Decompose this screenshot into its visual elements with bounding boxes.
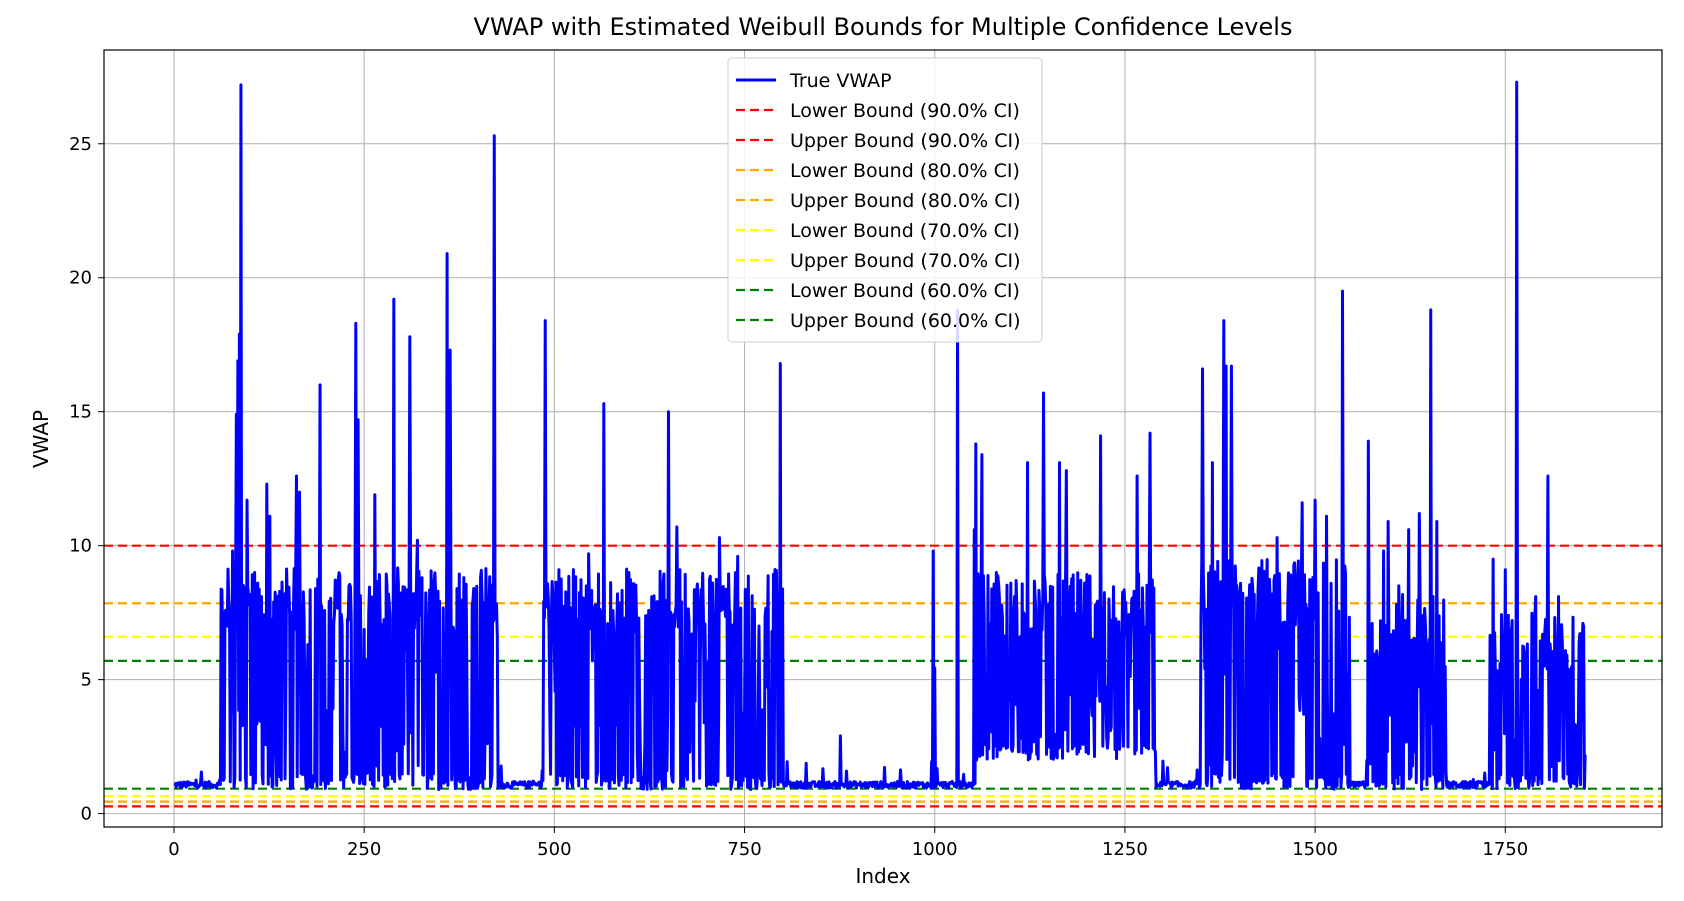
legend-label-bound: Upper Bound (70.0% CI) <box>790 250 1021 272</box>
vwap-series-line <box>173 80 1587 791</box>
legend-label-bound: Lower Bound (60.0% CI) <box>790 280 1020 302</box>
x-tick-label: 1750 <box>1482 839 1528 860</box>
x-tick-label: 1000 <box>912 839 958 860</box>
series-layer <box>173 80 1587 791</box>
legend-label-bound: Upper Bound (60.0% CI) <box>790 310 1021 332</box>
legend: True VWAP Lower Bound (90.0% CI) Upper Bou… <box>727 57 1043 343</box>
x-tick-label: 1250 <box>1102 839 1148 860</box>
y-tick-label: 0 <box>81 804 92 825</box>
x-tick-label: 500 <box>537 839 571 860</box>
y-axis-label: VWAP <box>29 410 53 468</box>
y-tick-label: 5 <box>81 670 92 691</box>
legend-box <box>727 57 1043 343</box>
legend-label-bound: Upper Bound (80.0% CI) <box>790 190 1021 212</box>
legend-label-bound: Lower Bound (90.0% CI) <box>790 100 1020 122</box>
plot-frame <box>103 49 1663 828</box>
legend-label-bound: Lower Bound (70.0% CI) <box>790 220 1020 242</box>
ticks-layer: 0 250 500 750 1000 1250 1500 1750 0 5 10 15 20 25 <box>69 134 1528 860</box>
x-tick-label: 750 <box>727 839 761 860</box>
x-tick-label: 0 <box>168 839 179 860</box>
y-tick-label: 25 <box>69 134 92 155</box>
legend-label-bound: Lower Bound (80.0% CI) <box>790 160 1020 182</box>
y-tick-label: 20 <box>69 268 92 289</box>
chart-title: VWAP with Estimated Weibull Bounds for M… <box>474 13 1293 41</box>
legend-label-vwap: True VWAP <box>789 70 892 92</box>
y-tick-label: 10 <box>69 536 92 557</box>
y-tick-label: 15 <box>69 402 92 423</box>
x-tick-label: 1500 <box>1292 839 1338 860</box>
x-axis-label: Index <box>855 864 910 888</box>
x-tick-label: 250 <box>347 839 381 860</box>
legend-label-bound: Upper Bound (90.0% CI) <box>790 130 1021 152</box>
